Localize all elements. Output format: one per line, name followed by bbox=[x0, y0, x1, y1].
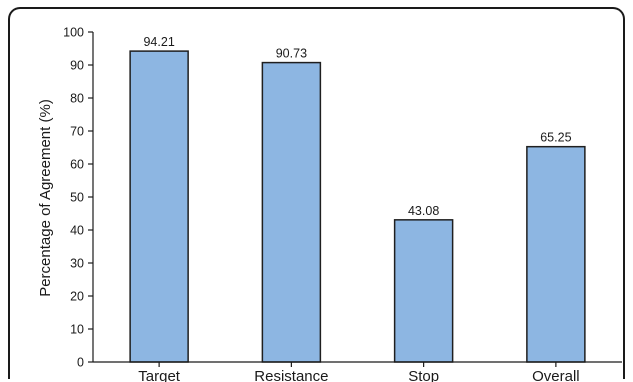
y-tick-label: 10 bbox=[70, 323, 84, 337]
y-tick-label: 0 bbox=[77, 356, 84, 370]
y-axis-title: Percentage of Agreement (%) bbox=[37, 99, 54, 297]
bar-overall bbox=[526, 145, 586, 363]
x-tick-label-overall: Overall bbox=[532, 368, 580, 382]
data-label-stop: 43.08 bbox=[408, 204, 439, 218]
bars bbox=[129, 50, 586, 363]
bar-resistance bbox=[261, 61, 322, 363]
x-tick-label-target: Target bbox=[138, 368, 181, 382]
y-axis: 0 10 20 30 40 50 60 70 80 90 100 bbox=[63, 26, 94, 370]
data-label-overall: 65.25 bbox=[540, 131, 571, 145]
y-tick-label: 30 bbox=[70, 257, 84, 271]
bar-stop bbox=[393, 219, 454, 363]
x-tick-label-resistance: Resistance bbox=[254, 368, 328, 382]
y-tick-label: 50 bbox=[70, 191, 84, 205]
y-tick-label: 80 bbox=[70, 92, 84, 106]
data-label-target: 94.21 bbox=[143, 35, 174, 49]
x-tick-label-stop: Stop bbox=[408, 368, 439, 382]
y-tick-label: 90 bbox=[70, 59, 84, 73]
x-axis: Target Resistance Stop Overall bbox=[93, 361, 622, 382]
bar-target bbox=[129, 50, 189, 363]
y-tick-label: 60 bbox=[70, 158, 84, 172]
y-tick-label: 20 bbox=[70, 290, 84, 304]
y-tick-label: 40 bbox=[70, 224, 84, 238]
data-label-resistance: 90.73 bbox=[276, 47, 307, 61]
y-tick-label: 70 bbox=[70, 125, 84, 139]
data-labels: 94.21 90.73 43.08 65.25 bbox=[143, 35, 571, 218]
y-tick-label: 100 bbox=[63, 26, 84, 40]
